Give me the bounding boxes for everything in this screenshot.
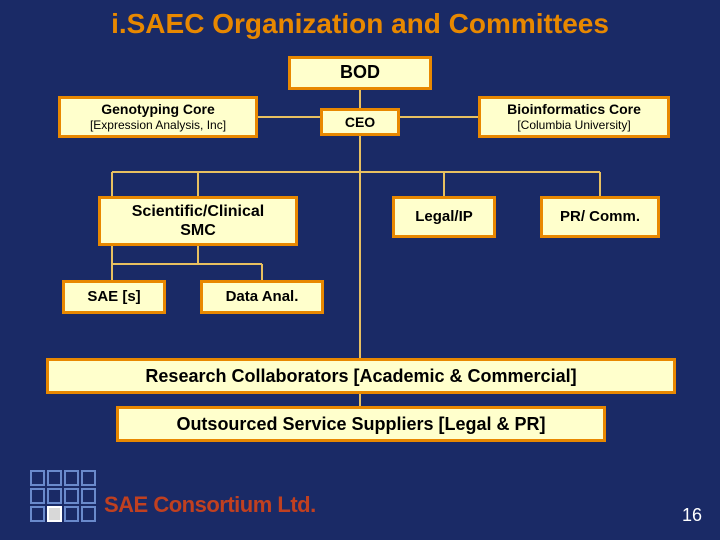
node-genotyping: Genotyping Core[Expression Analysis, Inc… (58, 96, 258, 138)
node-pr-comm: PR/ Comm. (540, 196, 660, 238)
footer-consortium-text: SAE Consortium Ltd. (104, 492, 316, 518)
node-bioinformatics: Bioinformatics Core[Columbia University] (478, 96, 670, 138)
node-sae: SAE [s] (62, 280, 166, 314)
page-number: 16 (682, 505, 702, 526)
node-scientific-clinical-smc: Scientific/ClinicalSMC (98, 196, 298, 246)
node-data-anal: Data Anal. (200, 280, 324, 314)
node-legal-ip: Legal/IP (392, 196, 496, 238)
node-ceo: CEO (320, 108, 400, 136)
bar-research-collaborators: Research Collaborators [Academic & Comme… (46, 358, 676, 394)
node-bod: BOD (288, 56, 432, 90)
bar-outsourced-suppliers: Outsourced Service Suppliers [Legal & PR… (116, 406, 606, 442)
logo-icon (30, 470, 96, 522)
slide-title: i.SAEC Organization and Committees (0, 8, 720, 40)
